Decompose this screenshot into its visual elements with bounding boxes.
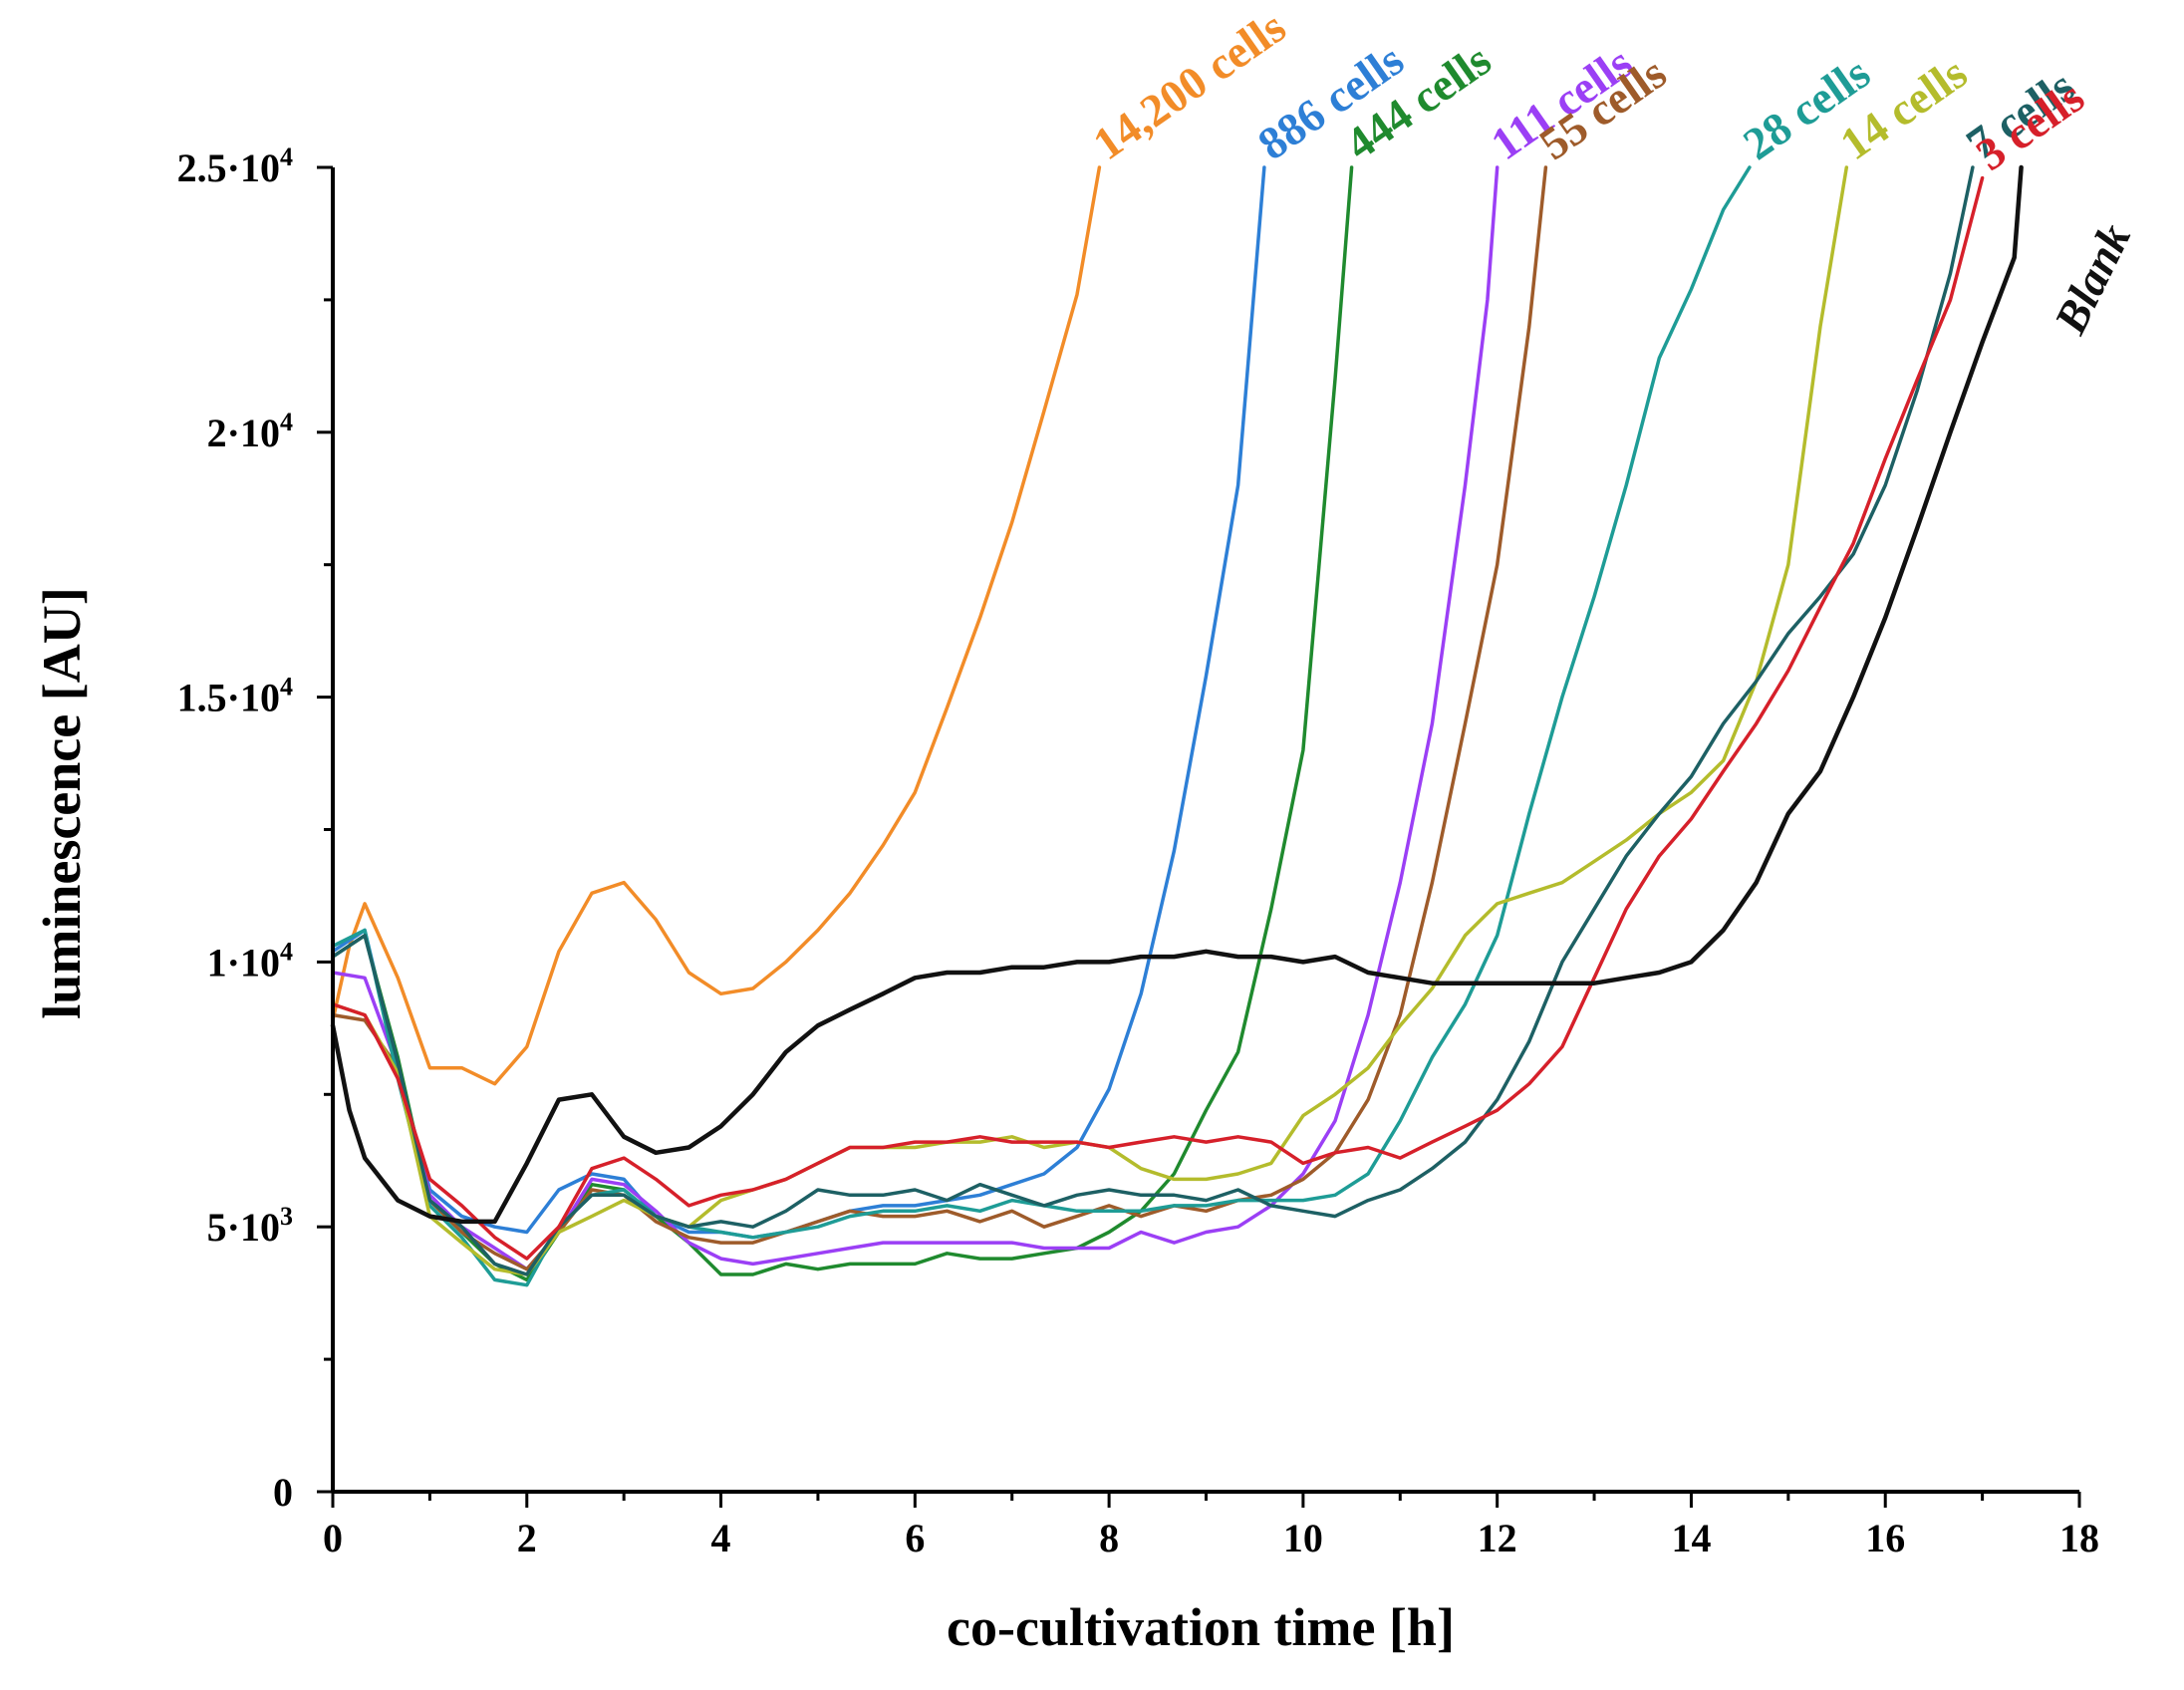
x-tick-label: 12	[1478, 1516, 1517, 1560]
x-tick-label: 6	[905, 1516, 925, 1560]
y-tick-label: 1.5·104	[177, 673, 293, 720]
y-tick-label: 2·104	[207, 408, 293, 455]
series-lines	[330, 164, 2024, 1287]
x-axis-title: co-cultivation time [h]	[947, 1597, 1455, 1657]
x-tick-label: 0	[323, 1516, 343, 1560]
x-tick-label: 10	[1283, 1516, 1323, 1560]
series-line-6	[331, 165, 1849, 1276]
series-label-9: Blank	[2044, 216, 2140, 343]
axes	[317, 165, 2081, 1508]
x-tick-label: 2	[517, 1516, 537, 1560]
x-tick-label: 8	[1099, 1516, 1119, 1560]
y-tick-label: 2.5·104	[177, 142, 293, 190]
y-tick-label: 5·103	[207, 1202, 293, 1250]
series-line-1	[331, 165, 1266, 1240]
y-tick-label: 0	[273, 1470, 293, 1515]
series-line-4	[331, 165, 1548, 1271]
series-line-5	[331, 165, 1752, 1287]
x-tick-label: 14	[1671, 1516, 1711, 1560]
x-tick-label: 16	[1865, 1516, 1905, 1560]
x-tick-label: 18	[2059, 1516, 2099, 1560]
series-line-9	[330, 164, 2024, 1225]
series-line-7	[331, 165, 1975, 1276]
series-line-0	[331, 165, 1102, 1086]
series-line-8	[331, 175, 1985, 1261]
y-axis-title: luminescence [AU]	[32, 587, 92, 1018]
tick-labels: 0 2 4 6 8 10 12 14 16 18 0 5·103 1·104 1.5·104 2·104 2.…	[177, 142, 2099, 1560]
x-tick-label: 4	[711, 1516, 731, 1560]
y-tick-label: 1·104	[207, 937, 293, 985]
